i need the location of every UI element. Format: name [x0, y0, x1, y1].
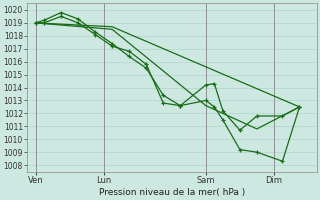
X-axis label: Pression niveau de la mer( hPa ): Pression niveau de la mer( hPa ) [99, 188, 245, 197]
